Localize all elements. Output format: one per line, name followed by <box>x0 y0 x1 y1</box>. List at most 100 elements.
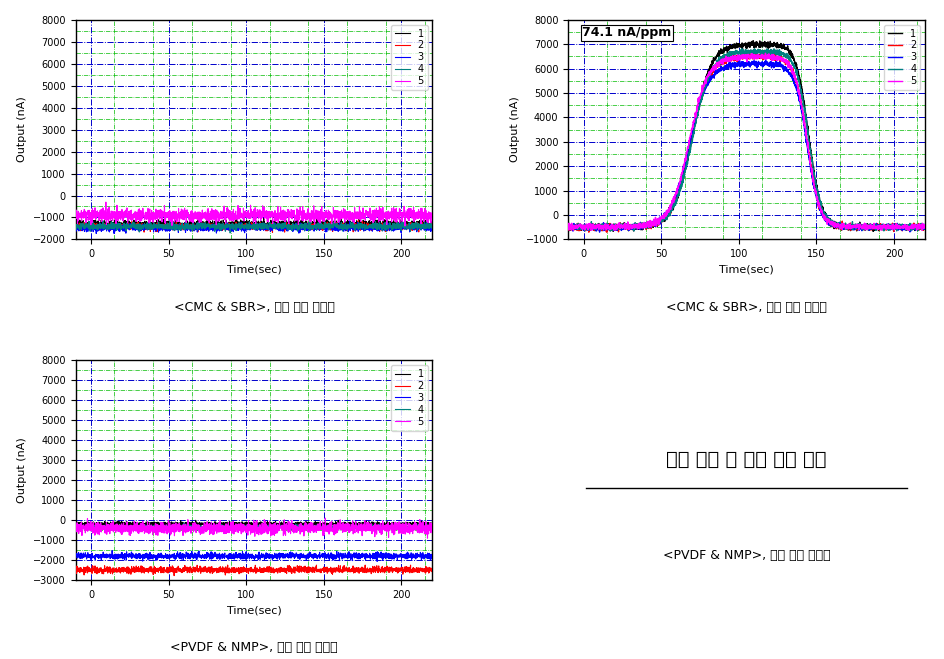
1 <box>351 220 362 228</box>
Legend: 1, 2, 3, 4, 5: 1, 2, 3, 4, 5 <box>391 365 428 431</box>
2 <box>353 216 364 224</box>
Y-axis label: Output (nA): Output (nA) <box>18 97 27 163</box>
3 <box>234 553 245 561</box>
5 <box>70 522 81 530</box>
3 <box>563 221 574 229</box>
3 <box>909 222 920 230</box>
3 <box>760 56 771 64</box>
Text: <PVDF & NMP>, 자연 건조 열처리: <PVDF & NMP>, 자연 건조 열처리 <box>170 641 338 654</box>
5 <box>727 53 738 61</box>
1 <box>258 215 269 223</box>
3 <box>244 224 255 232</box>
2 <box>844 225 855 233</box>
2 <box>222 561 233 569</box>
3 <box>909 226 920 234</box>
2 <box>581 223 592 231</box>
Line: 3: 3 <box>568 60 925 232</box>
2 <box>417 565 429 573</box>
2 <box>909 222 920 230</box>
4 <box>351 221 362 229</box>
3 <box>727 59 738 67</box>
Line: 2: 2 <box>76 220 432 233</box>
2 <box>244 566 255 574</box>
2 <box>244 223 255 231</box>
1 <box>234 520 245 528</box>
3 <box>107 546 118 554</box>
3 <box>417 552 429 560</box>
5 <box>234 527 245 534</box>
5 <box>244 527 255 534</box>
3 <box>244 551 255 559</box>
1 <box>244 520 255 528</box>
3 <box>416 225 428 233</box>
1 <box>416 219 428 227</box>
4 <box>220 527 231 534</box>
1 <box>748 37 759 45</box>
X-axis label: Time(sec): Time(sec) <box>227 605 281 616</box>
5 <box>417 212 429 220</box>
X-axis label: Time(sec): Time(sec) <box>227 265 281 275</box>
5 <box>909 220 920 228</box>
2 <box>351 567 362 575</box>
2 <box>563 221 574 229</box>
3 <box>70 553 81 561</box>
4 <box>417 222 429 230</box>
1 <box>417 221 429 229</box>
3 <box>351 225 362 233</box>
4 <box>88 223 99 231</box>
5 <box>100 198 111 206</box>
3 <box>351 554 362 562</box>
3 <box>416 550 428 558</box>
Line: 5: 5 <box>76 518 432 538</box>
Line: 2: 2 <box>76 565 432 575</box>
1 <box>427 222 438 230</box>
1 <box>427 520 438 528</box>
1 <box>844 223 855 231</box>
3 <box>581 221 592 229</box>
1 <box>919 221 931 229</box>
5 <box>416 519 428 527</box>
5 <box>399 222 411 230</box>
X-axis label: Time(sec): Time(sec) <box>719 265 774 275</box>
Text: 74.1 nA/ppm: 74.1 nA/ppm <box>582 26 672 40</box>
4 <box>225 229 236 237</box>
2 <box>70 219 81 227</box>
4 <box>909 225 920 233</box>
1 <box>909 222 920 230</box>
2 <box>168 571 179 579</box>
5 <box>427 211 438 219</box>
1 <box>868 227 879 235</box>
3 <box>344 217 355 225</box>
5 <box>581 220 592 228</box>
4 <box>563 223 574 231</box>
4 <box>727 48 738 56</box>
5 <box>427 524 438 532</box>
1 <box>727 44 738 52</box>
2 <box>88 222 99 230</box>
5 <box>563 223 574 231</box>
5 <box>760 49 771 57</box>
Line: 4: 4 <box>76 523 432 530</box>
5 <box>416 210 428 218</box>
4 <box>88 522 99 530</box>
4 <box>417 523 429 530</box>
2 <box>417 222 429 230</box>
2 <box>234 223 245 231</box>
Line: 5: 5 <box>76 202 432 226</box>
3 <box>736 61 748 69</box>
5 <box>422 534 433 542</box>
Y-axis label: Output (nA): Output (nA) <box>511 97 520 163</box>
1 <box>88 222 99 230</box>
4 <box>234 522 245 530</box>
Line: 1: 1 <box>568 41 925 231</box>
4 <box>70 523 81 531</box>
4 <box>244 525 255 532</box>
Line: 1: 1 <box>76 219 432 229</box>
Text: <CMC & SBR>, 고온 건조 열처리: <CMC & SBR>, 고온 건조 열처리 <box>666 301 827 314</box>
4 <box>351 523 362 531</box>
Line: 4: 4 <box>568 49 925 231</box>
1 <box>351 521 362 529</box>
2 <box>351 224 362 232</box>
2 <box>427 223 438 231</box>
1 <box>244 217 255 225</box>
